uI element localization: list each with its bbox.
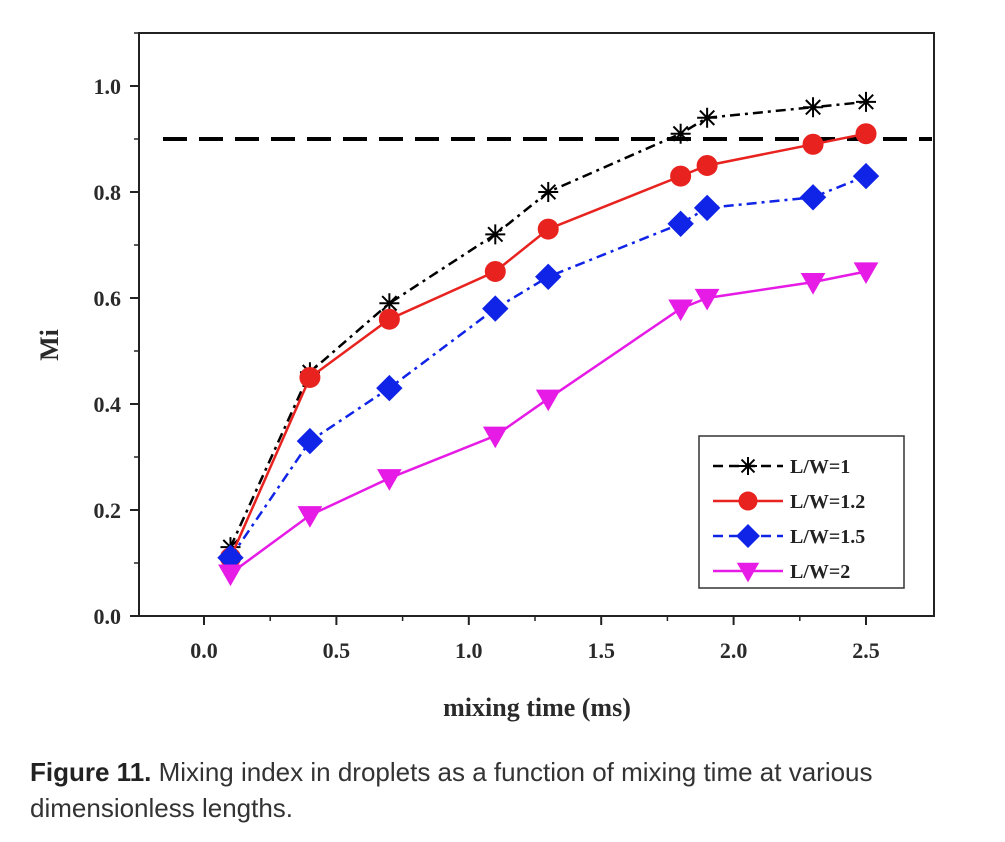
- x-axis: 0.0 0.5 1.0 1.5 2.0 2.5: [190, 616, 880, 663]
- legend-marker: [739, 457, 757, 475]
- y-tick-label: 0.8: [94, 180, 122, 205]
- data-point: [856, 91, 876, 112]
- y-tick-label: 1.0: [94, 74, 122, 99]
- figure-caption: Figure 11. Mixing index in droplets as a…: [30, 754, 990, 826]
- data-point: [376, 374, 403, 402]
- x-tick-label: 2.0: [720, 638, 748, 663]
- data-point: [538, 182, 559, 202]
- plot-frame: [138, 32, 935, 617]
- y-tick-label: 0.2: [94, 498, 122, 523]
- legend-box: [698, 435, 905, 589]
- data-point: [484, 261, 506, 282]
- data-point: [855, 123, 877, 145]
- x-axis-title: mixing time (ms): [443, 693, 631, 722]
- data-point: [482, 426, 508, 449]
- series-layer: [217, 91, 880, 587]
- x-tick-label: 2.5: [852, 638, 880, 663]
- data-point: [803, 97, 824, 118]
- data-point: [670, 123, 691, 144]
- legend-marker: [738, 491, 758, 511]
- data-point: [802, 133, 824, 155]
- data-point: [535, 263, 562, 291]
- data-point: [379, 293, 400, 314]
- data-point: [482, 295, 509, 322]
- data-point: [668, 299, 694, 322]
- data-point: [697, 107, 718, 128]
- x-tick-label: 1.5: [587, 638, 615, 663]
- chart-figure: 0.0 0.5 1.0 1.5 2.0 2.5 0.0 0.2 0.4 0.6 0.8 1.0 mi…: [35, 32, 935, 722]
- data-point: [299, 367, 321, 388]
- legend: L/W=1 L/W=1.2 L/W=1.5 L/W=2: [698, 435, 905, 589]
- data-point: [376, 469, 402, 491]
- data-point: [670, 165, 692, 187]
- data-point: [535, 389, 561, 412]
- y-axis: 0.0 0.2 0.4 0.6 0.8 1.0: [94, 32, 139, 629]
- data-point: [296, 427, 324, 455]
- data-point: [537, 218, 559, 240]
- data-point: [696, 155, 718, 176]
- series-group: [217, 162, 880, 571]
- caption-label: Figure 11.: [30, 757, 152, 787]
- y-axis-title: Mi: [35, 329, 64, 361]
- legend-label: L/W=1: [790, 456, 850, 478]
- legend-marker: [736, 562, 760, 583]
- data-point: [853, 262, 879, 285]
- data-point: [693, 194, 721, 222]
- y-tick-label: 0.6: [94, 286, 122, 311]
- x-tick-label: 0.5: [323, 638, 351, 663]
- legend-marker: [736, 524, 760, 548]
- data-point: [485, 224, 506, 245]
- caption-text: Mixing index in droplets as a function o…: [30, 757, 873, 823]
- data-point: [297, 506, 323, 528]
- data-point: [218, 564, 243, 587]
- y-tick-label: 0.4: [94, 392, 122, 417]
- data-point: [852, 162, 880, 190]
- data-point: [799, 184, 827, 211]
- data-point: [667, 210, 694, 238]
- x-tick-label: 1.0: [455, 638, 483, 663]
- legend-label: L/W=2: [790, 561, 850, 583]
- data-point: [694, 288, 720, 311]
- legend-label: L/W=1.5: [790, 526, 865, 548]
- data-point: [378, 308, 400, 330]
- series-group: [218, 262, 879, 587]
- y-tick-label: 0.0: [94, 604, 122, 629]
- x-tick-label: 0.0: [190, 638, 218, 663]
- data-point: [800, 272, 826, 295]
- legend-label: L/W=1.2: [790, 491, 865, 513]
